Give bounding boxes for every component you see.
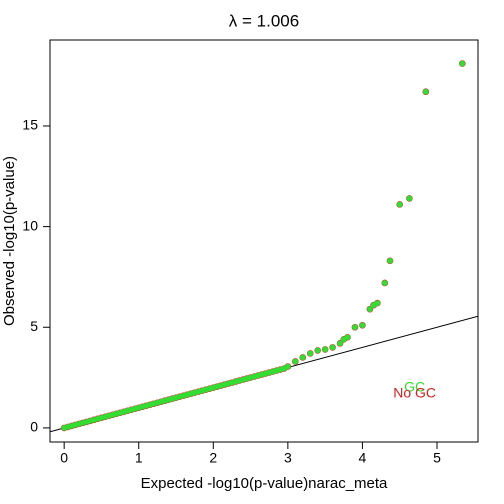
y-tick-label: 15 — [22, 117, 38, 133]
point — [329, 344, 336, 351]
point — [307, 350, 314, 357]
x-tick-label: 4 — [359, 450, 367, 466]
point — [284, 363, 291, 370]
point — [406, 195, 413, 202]
annotation: GC — [404, 378, 425, 394]
plot-frame — [49, 39, 479, 443]
y-tick-label: 0 — [30, 419, 38, 435]
x-tick-label: 3 — [284, 450, 292, 466]
point — [337, 340, 343, 347]
y-axis-label: Observed -log10(p-value) — [1, 156, 18, 326]
annotation: No GC — [393, 384, 436, 400]
chart-title: λ = 1.006 — [229, 11, 299, 30]
x-tick-label: 2 — [209, 450, 217, 466]
x-tick-label: 1 — [135, 450, 143, 466]
point — [381, 280, 388, 286]
point — [314, 347, 321, 354]
x-axis-label: Expected -log10(p-value)narac_meta — [141, 475, 388, 492]
x-tick-label: 0 — [60, 450, 68, 466]
point — [459, 60, 466, 67]
point — [422, 88, 429, 95]
point — [292, 358, 299, 365]
point — [396, 201, 403, 208]
point — [299, 354, 306, 361]
point — [359, 322, 366, 329]
point — [344, 334, 351, 341]
y-tick-label: 10 — [22, 217, 38, 233]
point — [374, 300, 381, 307]
x-tick-label: 5 — [433, 450, 441, 466]
point — [322, 346, 329, 353]
point — [387, 257, 393, 264]
point — [366, 306, 373, 313]
point — [352, 324, 358, 331]
y-tick-label: 5 — [30, 318, 38, 334]
